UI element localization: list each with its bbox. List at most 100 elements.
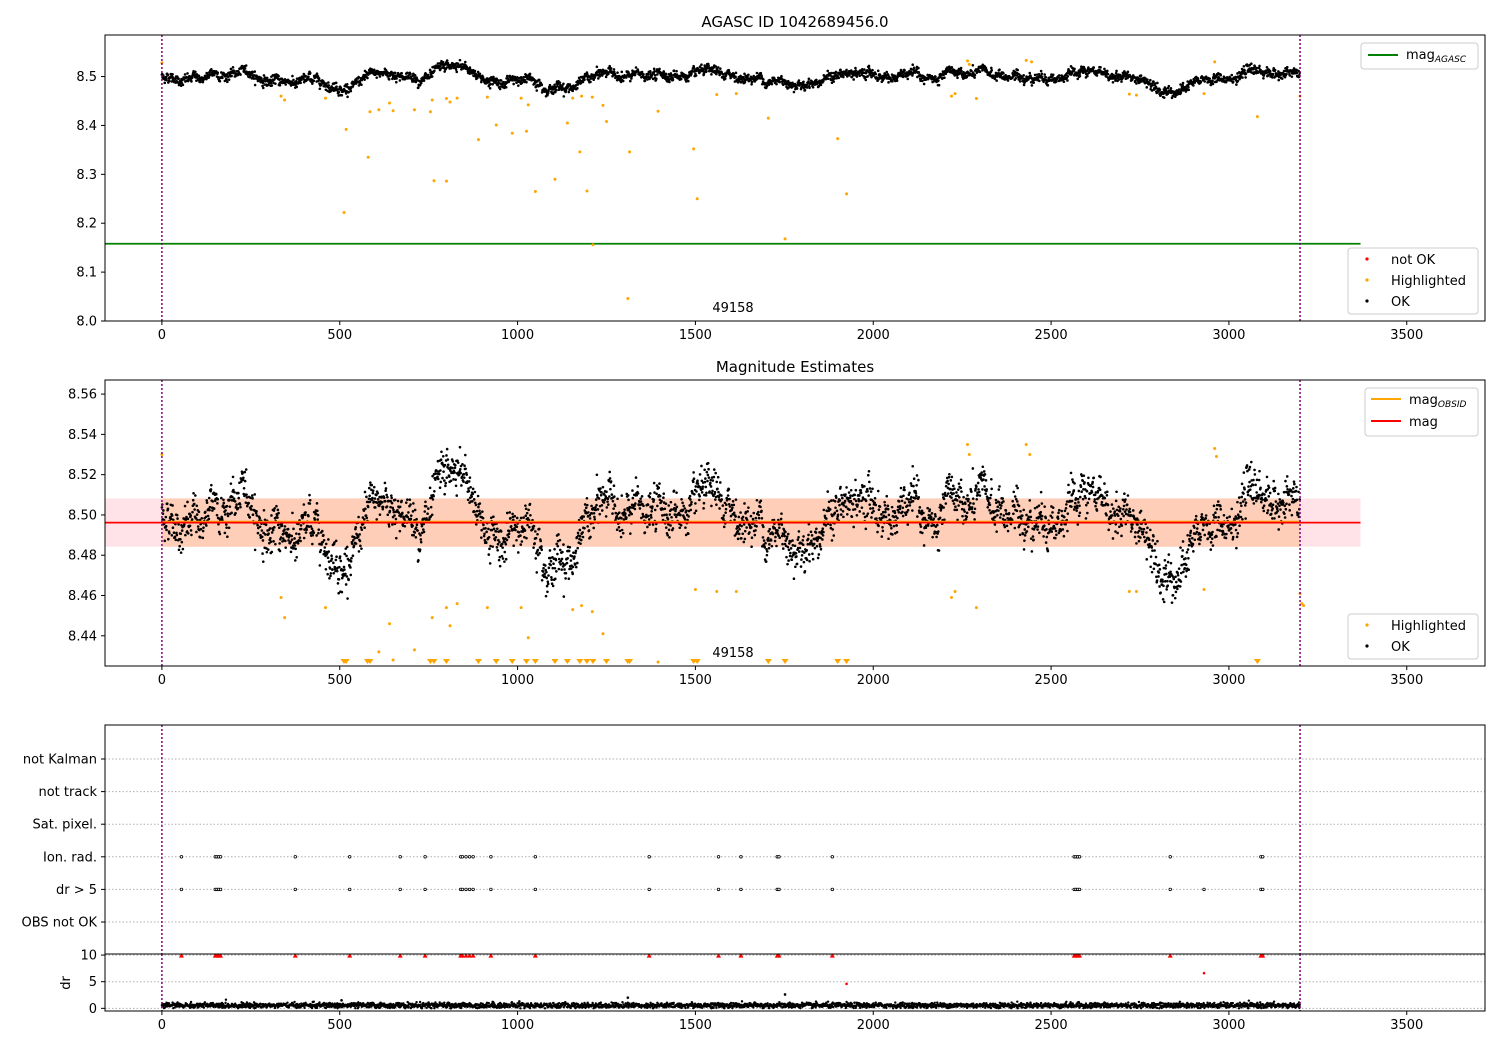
ok-point: [303, 528, 306, 531]
ok-point: [579, 538, 583, 542]
ok-point: [649, 513, 653, 517]
ok-point: [413, 508, 417, 512]
ok-point: [606, 497, 610, 501]
ok-point: [574, 565, 578, 569]
highlighted-point: [949, 94, 953, 98]
ok-point: [461, 62, 464, 66]
ok-point: [408, 498, 412, 501]
ok-point: [593, 517, 597, 521]
ok-point: [716, 66, 720, 69]
ok-point: [553, 566, 557, 570]
ok-point: [390, 501, 394, 505]
ok-point: [439, 480, 443, 484]
ok-point: [375, 518, 379, 521]
ok-point: [170, 514, 174, 517]
ok-point: [459, 467, 462, 471]
ok-point: [568, 83, 572, 86]
ok-point: [587, 511, 590, 514]
ok-point: [439, 469, 442, 472]
highlighted-point: [766, 116, 770, 120]
ok-point: [166, 73, 170, 77]
ok-point: [233, 490, 236, 494]
ok-point: [558, 81, 562, 84]
ok-point: [713, 490, 717, 494]
ok-point: [663, 507, 667, 511]
ok-point: [174, 538, 178, 542]
ok-point: [1216, 78, 1219, 82]
highlighted-point: [519, 96, 523, 100]
ok-point: [538, 551, 541, 555]
ok-point: [451, 466, 454, 470]
y-tick-label: 8.0: [76, 315, 97, 330]
ok-point: [797, 79, 801, 82]
ok-point: [1146, 78, 1149, 81]
ok-point: [351, 85, 355, 88]
ok-point: [606, 72, 610, 76]
ok-point: [417, 559, 420, 562]
ok-point: [378, 513, 382, 516]
ok-point: [302, 536, 306, 540]
ok-point: [476, 494, 480, 498]
ok-point: [295, 555, 299, 559]
ok-point: [817, 84, 821, 88]
ok-point: [595, 503, 598, 507]
ok-point: [440, 450, 443, 454]
ok-point: [557, 557, 561, 561]
ok-point: [392, 508, 395, 512]
highlighted-point: [628, 150, 632, 154]
ok-point: [431, 498, 435, 501]
ok-point: [541, 570, 545, 573]
highlighted-point: [1024, 58, 1028, 62]
x-tick-label: 1500: [679, 328, 712, 343]
highlighted-point: [734, 92, 738, 96]
ok-point: [238, 503, 242, 506]
ok-point: [357, 515, 360, 519]
ok-point: [1040, 75, 1044, 79]
ok-point: [276, 516, 279, 519]
ok-point: [241, 478, 245, 482]
ok-point: [332, 561, 335, 565]
ok-point: [619, 535, 623, 539]
ok-point: [732, 503, 736, 507]
ok-point: [516, 84, 520, 87]
ok-point: [633, 504, 636, 507]
ok-point: [709, 481, 712, 485]
ok-point: [430, 513, 434, 517]
ok-point: [244, 64, 248, 67]
ok-point: [359, 526, 363, 529]
ok-point: [277, 526, 281, 530]
ok-point: [483, 538, 487, 542]
ok-point: [327, 538, 330, 541]
ok-point: [191, 498, 195, 502]
highlighted-point: [448, 100, 452, 104]
ok-point: [652, 67, 656, 71]
ok-point: [253, 83, 257, 87]
ok-point: [934, 75, 937, 79]
ok-point: [693, 511, 697, 515]
ok-point: [201, 529, 205, 533]
ok-point: [554, 558, 558, 562]
ok-point: [634, 476, 638, 479]
ok-point: [1277, 75, 1281, 79]
ok-point: [640, 495, 644, 498]
ok-point: [540, 545, 543, 548]
ok-point: [648, 492, 652, 495]
ok-point: [1211, 79, 1214, 82]
ok-point: [709, 485, 713, 488]
ok-point: [602, 501, 606, 504]
highlighted-point: [695, 197, 699, 201]
ok-point: [833, 77, 836, 80]
ok-point: [1177, 88, 1181, 91]
ok-point: [543, 575, 547, 578]
ok-point: [328, 567, 332, 570]
highlighted-point: [715, 93, 719, 97]
ok-point: [515, 525, 519, 528]
ok-point: [592, 526, 595, 530]
ok-point: [371, 489, 375, 493]
ok-point: [407, 511, 410, 514]
ok-point: [882, 77, 886, 80]
ok-point: [593, 76, 597, 79]
ok-point: [688, 494, 692, 498]
ok-point: [295, 85, 299, 89]
ok-point: [363, 526, 366, 530]
